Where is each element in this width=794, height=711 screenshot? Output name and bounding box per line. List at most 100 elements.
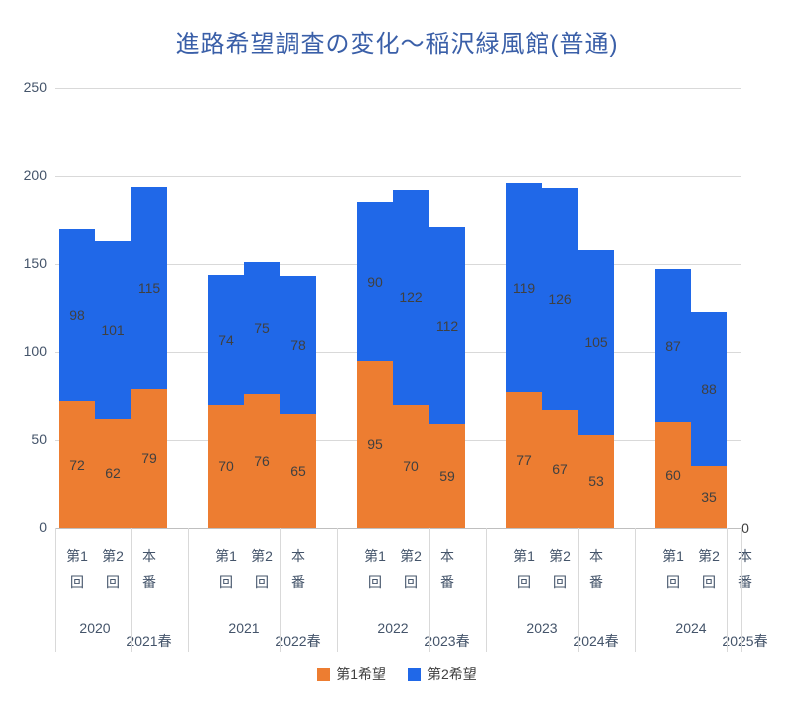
legend-item: 第1希望: [317, 664, 386, 684]
legend: 第1希望 第2希望: [0, 664, 794, 684]
data-label-second-choice: 101: [101, 322, 125, 338]
bar-segment-first-choice: [131, 388, 167, 528]
data-label-first-choice: 77: [516, 452, 532, 469]
category-label: 第1 回: [215, 548, 237, 590]
bar-segment-second-choice: [357, 202, 393, 361]
year-label: 2022春: [275, 633, 321, 649]
category-label: 第2 回: [102, 548, 124, 590]
data-label-second-choice: 88: [701, 380, 717, 397]
chart-title: 進路希望調査の変化〜稲沢緑風館(普通): [175, 31, 619, 58]
bar-segment-second-choice: [655, 269, 691, 423]
category-label: 本 番: [589, 548, 603, 590]
axis-separator-line: [578, 528, 579, 652]
bar-segment-first-choice: [429, 424, 465, 528]
y-axis-tick-label: 50: [31, 431, 47, 447]
data-label-first-choice: 35: [701, 489, 717, 506]
year-label: 2025春: [722, 633, 768, 649]
data-label-first-choice: 95: [367, 436, 383, 453]
bar-segment-second-choice: [244, 262, 280, 395]
axis-separator-line: [429, 528, 430, 652]
data-label-first-choice: 53: [588, 473, 604, 490]
bar-segment-first-choice: [208, 404, 244, 528]
category-label: 第2 回: [698, 548, 720, 590]
category-label: 第2 回: [400, 548, 422, 590]
data-label-first-choice: 67: [552, 461, 568, 478]
bar-segment-second-choice: [95, 241, 131, 419]
data-label-second-choice: 105: [584, 334, 608, 351]
category-label: 第1 回: [513, 548, 535, 590]
bar-segment-first-choice: [542, 410, 578, 528]
bar-segment-second-choice: [429, 227, 465, 425]
data-label-first-choice: 60: [665, 467, 681, 484]
gridline: [55, 88, 741, 89]
category-label: 第1 回: [66, 548, 88, 590]
x-axis-line: [55, 528, 741, 529]
year-label: 2021: [228, 620, 260, 636]
data-label-first-choice: 65: [290, 462, 306, 479]
legend-item: 第2希望: [408, 664, 477, 684]
category-label: 第1 回: [364, 548, 386, 590]
data-label-first-choice: 79: [141, 450, 157, 467]
category-label: 本 番: [142, 548, 156, 590]
data-label-second-choice: 126: [548, 291, 572, 308]
data-label-first-choice: 72: [69, 456, 85, 473]
axis-separator-line: [634, 528, 636, 652]
bar-segment-second-choice: [578, 249, 614, 435]
data-label-second-choice: 119: [512, 279, 536, 296]
bar-segment-second-choice: [691, 311, 727, 467]
year-label: 2023: [526, 620, 558, 636]
category-label: 第1 回: [662, 548, 684, 590]
data-label-second-choice: 74: [218, 331, 234, 348]
bar-segment-second-choice: [542, 188, 578, 411]
category-label: 第2 回: [549, 548, 571, 590]
year-label: 2024: [675, 620, 707, 636]
category-label: 本 番: [440, 548, 454, 590]
data-label-first-choice: 70: [218, 458, 234, 475]
year-label: 2021春: [126, 633, 172, 649]
data-label-first-choice: 62: [105, 465, 121, 482]
data-label-first-choice: 76: [254, 453, 270, 470]
legend-swatch-first-choice: [317, 667, 331, 681]
bar-segment-second-choice: [59, 228, 95, 402]
year-label: 2020: [79, 620, 111, 636]
y-axis-tick-label: 200: [23, 167, 47, 183]
axis-separator-line: [280, 528, 281, 652]
bar-segment-first-choice: [95, 418, 131, 528]
bar-segment-first-choice: [280, 413, 316, 528]
data-label-second-choice: 78: [290, 336, 306, 353]
axis-separator-line: [187, 528, 189, 652]
category-label: 第2 回: [251, 548, 273, 590]
data-label-second-choice: 98: [69, 307, 85, 324]
legend-swatch-second-choice: [408, 667, 421, 681]
bar-segment-first-choice: [655, 422, 691, 528]
data-label-second-choice: 122: [399, 289, 423, 306]
year-label: 2023春: [424, 633, 470, 649]
data-label-second-choice: 90: [367, 273, 383, 290]
data-label-second-choice: 87: [665, 337, 681, 354]
bar-segment-first-choice: [357, 360, 393, 528]
data-label-second-choice: 112: [435, 317, 459, 334]
bar-segment-first-choice: [578, 434, 614, 528]
axis-separator-line: [741, 528, 742, 652]
axis-separator-line: [727, 528, 728, 652]
data-label-first-choice: 70: [403, 458, 419, 475]
category-label: 本 番: [291, 548, 305, 590]
bar-segment-second-choice: [280, 276, 316, 414]
y-axis-tick-label: 100: [23, 343, 47, 359]
year-label: 2024春: [573, 633, 619, 649]
bar-segment-first-choice: [691, 466, 727, 528]
bar-segment-second-choice: [208, 274, 244, 405]
bar-segment-first-choice: [506, 392, 542, 528]
bar-segment-second-choice: [506, 183, 542, 393]
bar-segment-first-choice: [393, 404, 429, 528]
y-axis-tick-label: 0: [39, 519, 47, 535]
data-label-second-choice: 75: [254, 320, 270, 337]
gridline: [55, 176, 741, 177]
data-label-second-choice: 115: [137, 279, 161, 296]
bar-segment-second-choice: [393, 190, 429, 405]
y-axis-tick-label: 250: [23, 79, 47, 95]
bar-segment-first-choice: [244, 394, 280, 528]
axis-separator-line: [131, 528, 132, 652]
